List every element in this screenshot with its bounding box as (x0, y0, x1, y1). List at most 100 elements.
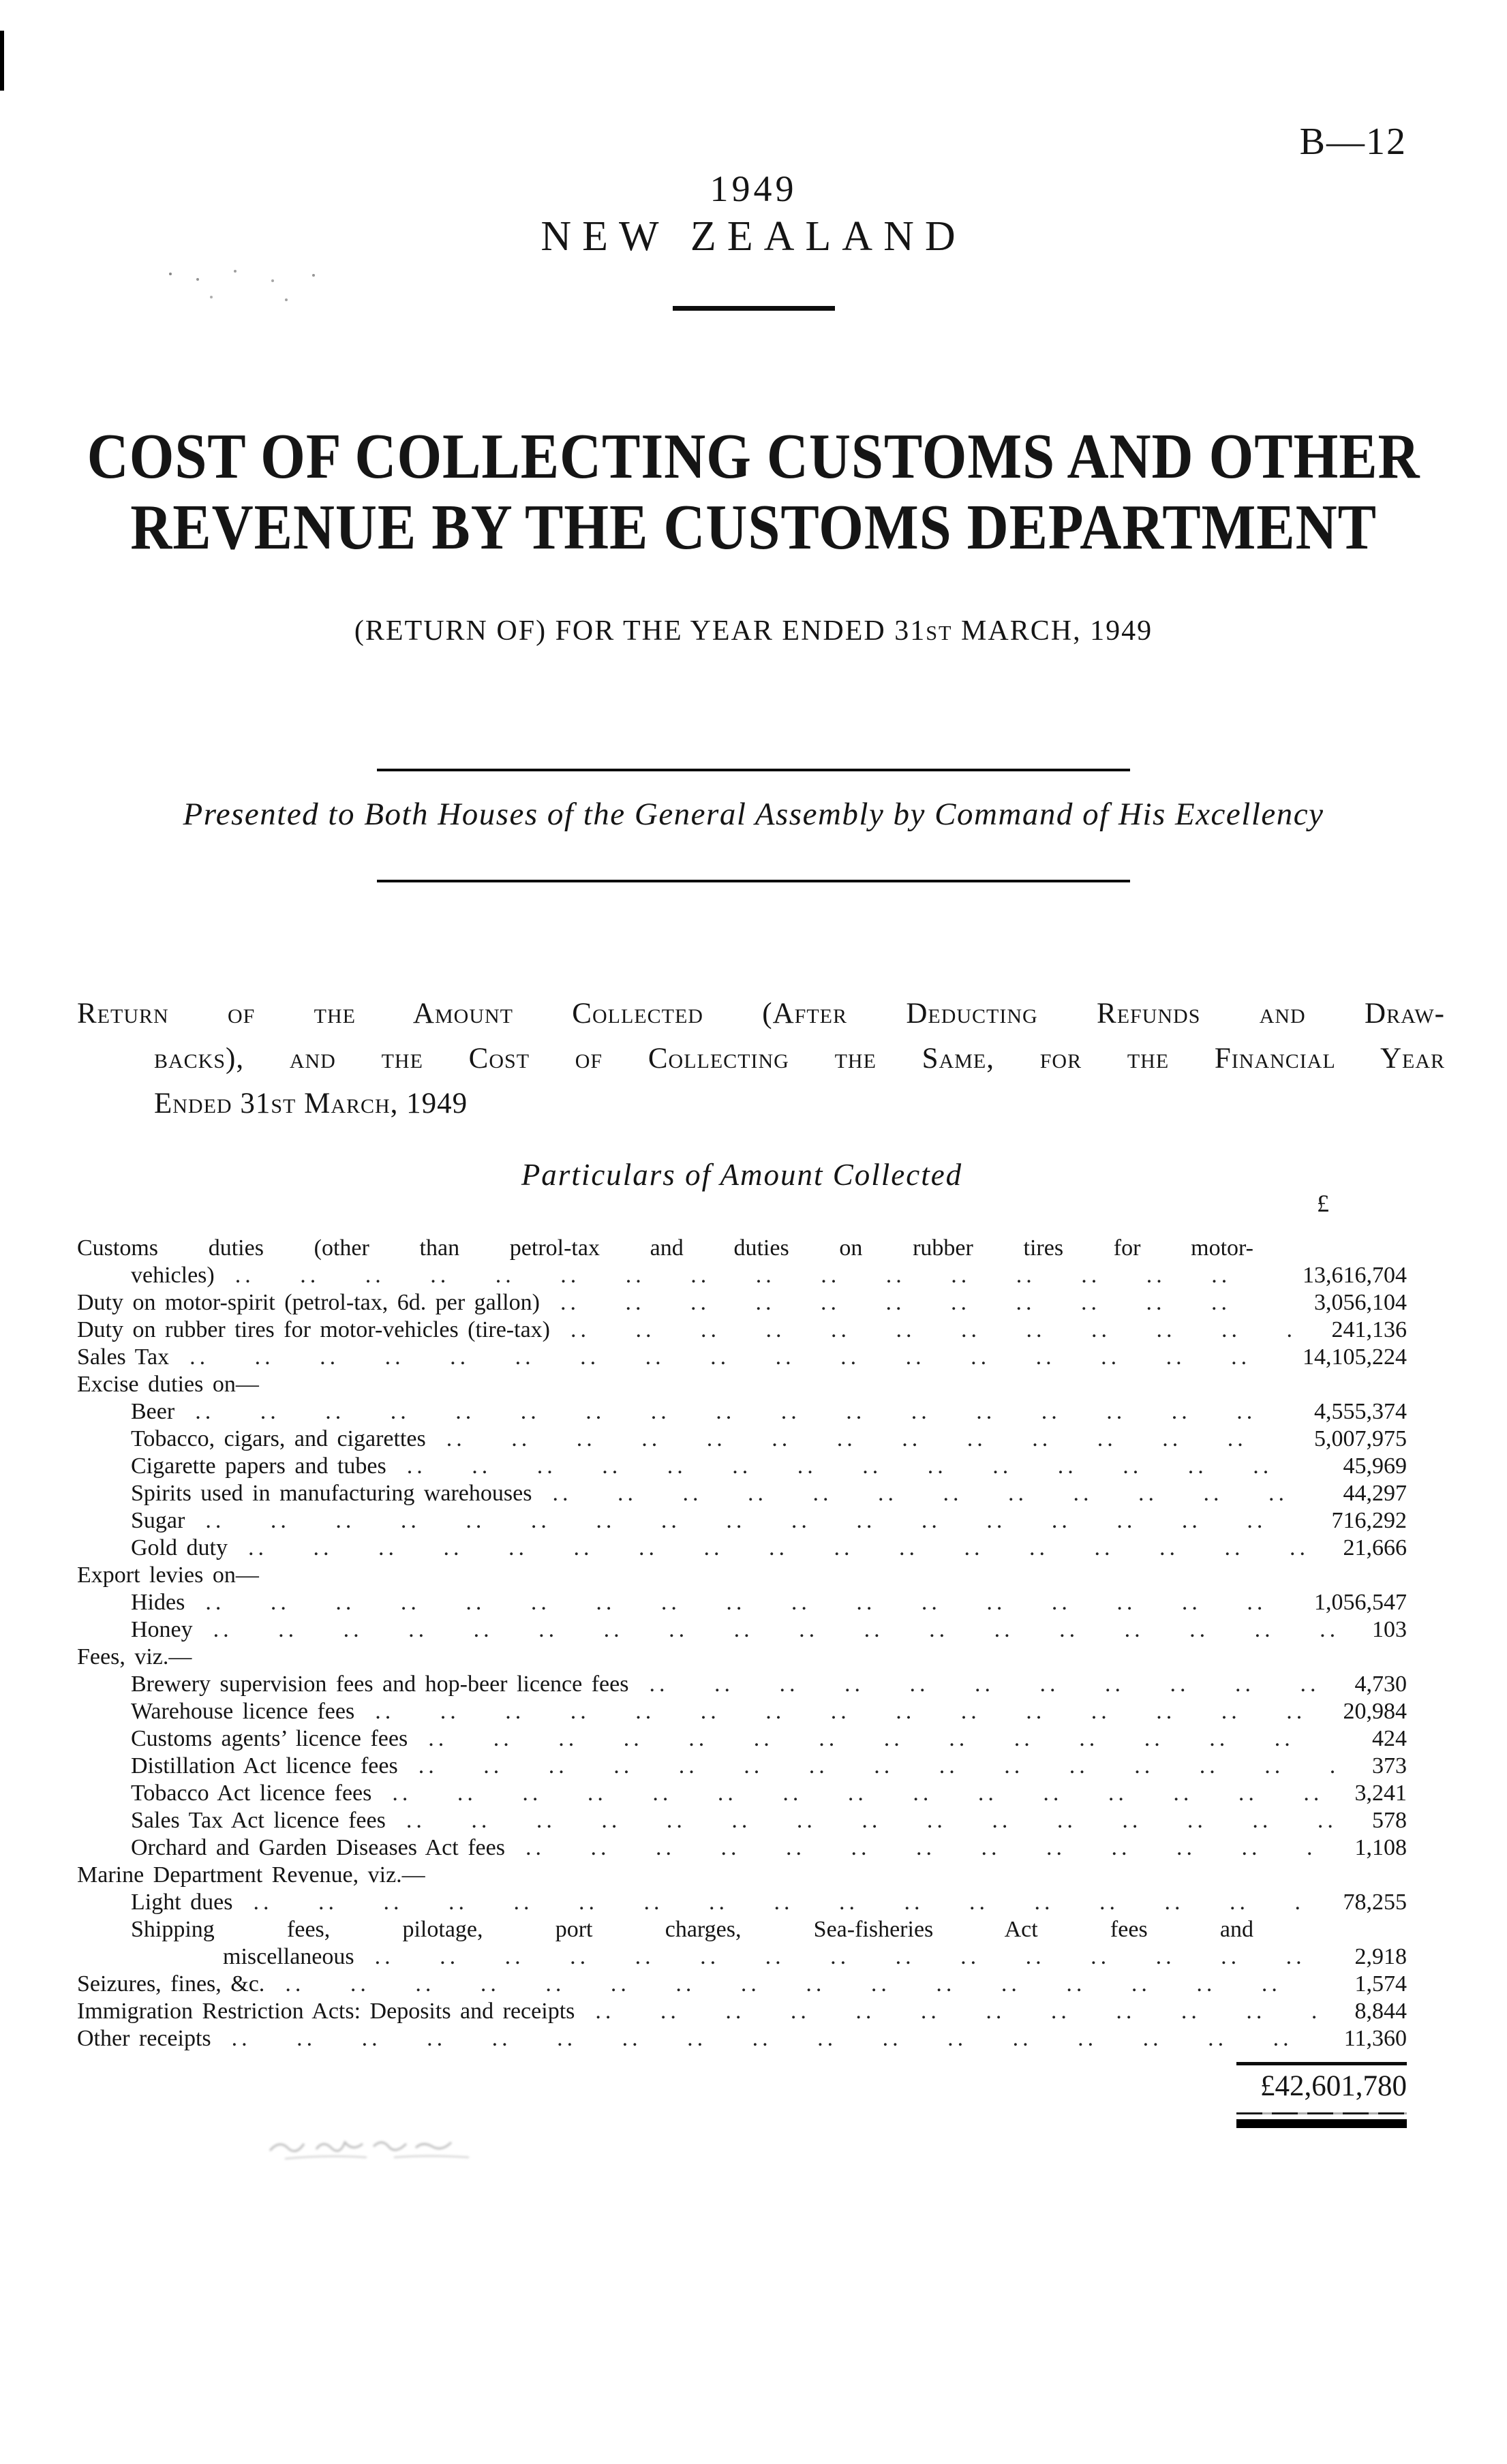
row-amount: 578 (1372, 1808, 1407, 1833)
table-row: Other receipts 11,360 (77, 2025, 1407, 2052)
divider-rule-short (672, 306, 835, 311)
leader-dots (649, 1671, 1317, 1698)
table-row: Seizures, fines, &c. 1,574 (77, 1971, 1407, 1998)
total-rule-thin (1236, 2112, 1407, 2114)
row-label: Duty on rubber tires for motor-vehicles … (77, 1317, 550, 1342)
table-row: Distillation Act licence fees 373 (77, 1753, 1407, 1780)
table-row: Cigarette papers and tubes 45,969 (77, 1453, 1407, 1480)
row-label: Tobacco, cigars, and cigarettes (131, 1426, 426, 1451)
table-row: Immigration Restriction Acts: Deposits a… (77, 1998, 1407, 2025)
row-label: Sales Tax (77, 1344, 170, 1370)
row-label: Beer (131, 1399, 175, 1424)
subtitle-prefix: (RETURN OF) FOR THE YEAR ENDED 31 (354, 615, 926, 647)
total-section: £42,601,780 (1236, 2062, 1407, 2128)
row-label: Sales Tax Act licence fees (131, 1808, 386, 1833)
presentation-line: Presented to Both Houses of the General … (183, 797, 1324, 832)
row-label: Customs duties (other than petrol-tax an… (77, 1235, 1253, 1261)
row-label: Hides (131, 1590, 185, 1615)
amounts-table: Customs duties (other than petrol-tax an… (77, 1235, 1407, 2052)
table-row: miscellaneous 2,918 (77, 1943, 1407, 1971)
return-statement-line: Return of the Amount Collected (After De… (77, 998, 1445, 1030)
row-label: Tobacco Act licence fees (131, 1781, 372, 1806)
year-heading: 1949 (710, 168, 797, 209)
document-subtitle: (RETURN OF) FOR THE YEAR ENDED 31ST MARC… (0, 615, 1507, 647)
table-row: vehicles) 13,616,704 (77, 1262, 1407, 1289)
row-label: Orchard and Garden Diseases Act fees (131, 1835, 505, 1860)
table-row: Light dues 78,255 (77, 1889, 1407, 1916)
row-label: Brewery supervision fees and hop-beer li… (131, 1672, 629, 1697)
row-label: Excise duties on— (77, 1372, 259, 1397)
leader-dots (248, 1535, 1306, 1562)
leader-dots (232, 2025, 1307, 2052)
divider-rule (377, 880, 1130, 882)
leader-dots (526, 1834, 1318, 1862)
table-row: Hides 1,056,547 (77, 1589, 1407, 1616)
doc-reference: B—12 (1299, 121, 1407, 163)
row-amount: 3,241 (1354, 1781, 1407, 1806)
leader-dots (552, 1480, 1305, 1507)
country-heading: NEW ZEALAND (541, 213, 966, 260)
table-row: Customs agents’ licence fees 424 (77, 1725, 1407, 1753)
document-title-line2: REVENUE BY THE CUSTOMS DEPARTMENT (130, 492, 1377, 563)
row-label: Marine Department Revenue, viz.— (77, 1862, 425, 1888)
total-amount: £42,601,780 (1260, 2070, 1407, 2102)
table-row: Tobacco, cigars, and cigarettes 5,007,97… (77, 1426, 1407, 1453)
table-row: Customs duties (other than petrol-tax an… (77, 1235, 1407, 1262)
scan-mark (0, 31, 4, 91)
leader-dots (428, 1725, 1335, 1753)
row-label: Shipping fees, pilotage, port charges, S… (131, 1917, 1253, 1942)
scan-speckles (169, 273, 172, 275)
divider-rule (377, 769, 1130, 771)
row-label: Warehouse licence fees (131, 1699, 355, 1724)
table-row: Warehouse licence fees 20,984 (77, 1698, 1407, 1725)
scan-smudge (269, 2140, 470, 2159)
row-amount: 3,056,104 (1314, 1290, 1407, 1315)
leader-dots (392, 1780, 1317, 1807)
row-amount: 44,297 (1343, 1481, 1407, 1506)
row-label: Honey (131, 1617, 193, 1642)
total-rule-top (1236, 2062, 1407, 2065)
table-row: Gold duty 21,666 (77, 1535, 1407, 1562)
leader-dots (375, 1698, 1305, 1725)
row-amount: 4,730 (1354, 1672, 1407, 1697)
row-label: Immigration Restriction Acts: Deposits a… (77, 1999, 575, 2024)
row-label: Cigarette papers and tubes (131, 1453, 386, 1479)
leader-dots (406, 1807, 1335, 1834)
row-amount: 5,007,975 (1314, 1426, 1407, 1451)
leader-dots (375, 1943, 1318, 1971)
table-row: Sugar 716,292 (77, 1507, 1407, 1535)
table-row: Spirits used in manufacturing warehouses… (77, 1480, 1407, 1507)
row-amount: 13,616,704 (1303, 1263, 1407, 1288)
row-label: Spirits used in manufacturing warehouses (131, 1481, 532, 1506)
row-amount: 14,105,224 (1303, 1344, 1407, 1370)
return-statement-line: Ended 31st March, 1949 (154, 1088, 468, 1120)
row-amount: 45,969 (1343, 1453, 1407, 1479)
document-title: COST OF COLLECTING CUSTOMS AND OTHER REV… (0, 421, 1507, 563)
leader-dots (446, 1426, 1277, 1453)
row-label: vehicles) (131, 1263, 215, 1288)
row-amount: 241,136 (1331, 1317, 1407, 1342)
row-amount: 1,574 (1354, 1971, 1407, 1997)
table-title: Particulars of Amount Collected (521, 1158, 963, 1192)
row-label: Fees, viz.— (77, 1644, 192, 1669)
row-label: Customs agents’ licence fees (131, 1726, 408, 1751)
table-row: Shipping fees, pilotage, port charges, S… (77, 1916, 1407, 1943)
table-row: Honey 103 (77, 1616, 1407, 1644)
row-amount: 20,984 (1343, 1699, 1407, 1724)
leader-dots (253, 1889, 1305, 1916)
row-amount: 1,108 (1354, 1835, 1407, 1860)
subtitle-ordinal: ST (926, 621, 953, 645)
table-row: Duty on motor-spirit (petrol-tax, 6d. pe… (77, 1289, 1407, 1316)
leader-dots (560, 1289, 1277, 1316)
row-label: Distillation Act licence fees (131, 1753, 398, 1778)
table-row: Fees, viz.— (77, 1644, 1407, 1671)
row-label: Other receipts (77, 2026, 211, 2051)
row-amount: 424 (1372, 1726, 1407, 1751)
row-amount: 21,666 (1343, 1535, 1407, 1560)
leader-dots (570, 1316, 1294, 1344)
leader-dots (205, 1589, 1277, 1616)
document-title-line1: COST OF COLLECTING CUSTOMS AND OTHER (87, 421, 1420, 492)
row-label: miscellaneous (223, 1944, 354, 1969)
row-label: Duty on motor-spirit (petrol-tax, 6d. pe… (77, 1290, 540, 1315)
